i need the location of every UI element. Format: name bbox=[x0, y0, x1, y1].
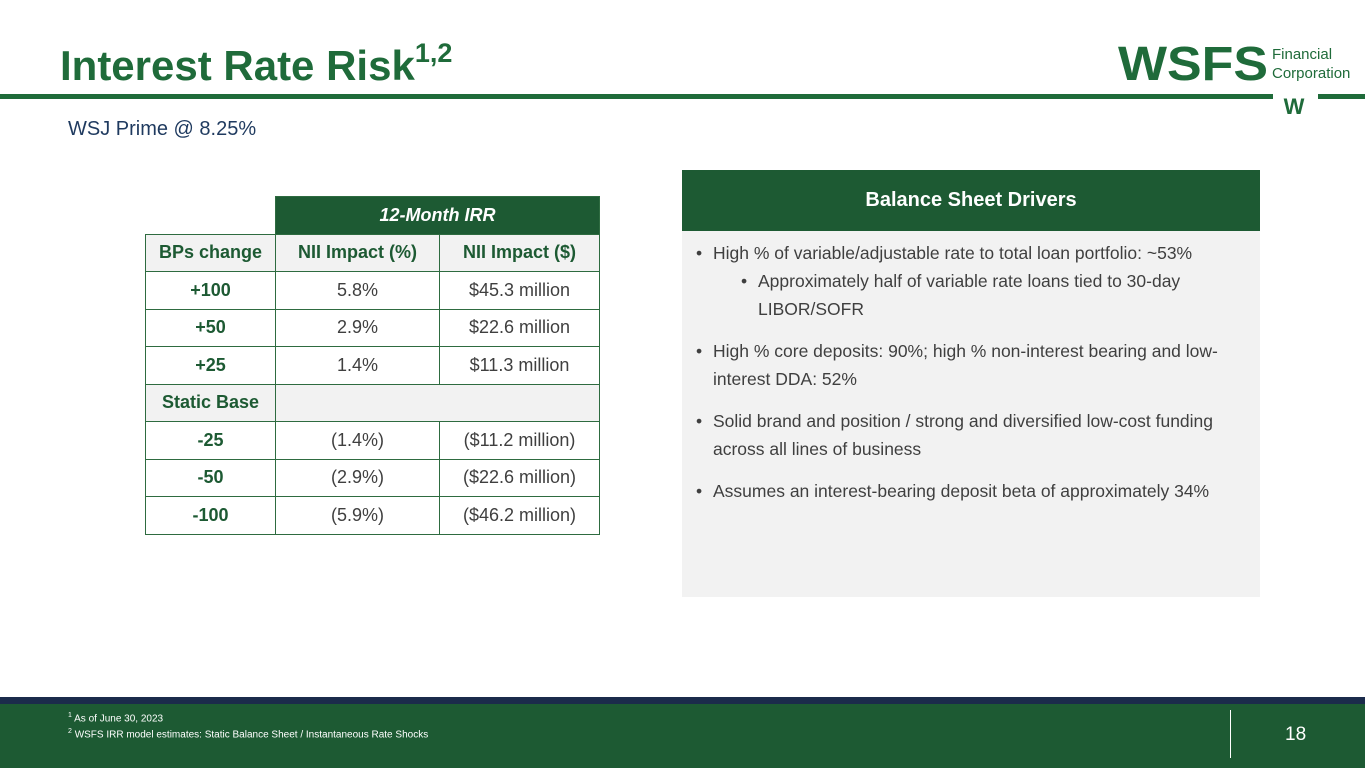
column-header: NII Impact (%) bbox=[275, 233, 440, 272]
footnote-text: As of June 30, 2023 bbox=[74, 713, 164, 725]
footnote-mark: 2 bbox=[68, 728, 72, 735]
logo-emblem-bg bbox=[1273, 94, 1318, 118]
logo-emblem: W bbox=[1284, 94, 1305, 118]
logo-mark: WSFS bbox=[1118, 40, 1268, 91]
empty-cell bbox=[275, 383, 600, 422]
page-number: 18 bbox=[1285, 724, 1307, 745]
table-cell: 1.4% bbox=[275, 346, 440, 385]
table-cell: 2.9% bbox=[275, 308, 440, 347]
bullet: High % core deposits: 90%; high % non-in… bbox=[696, 337, 1240, 393]
bullet: Solid brand and position / strong and di… bbox=[696, 407, 1240, 463]
bullet-text: Assumes an interest-bearing deposit beta… bbox=[713, 481, 1210, 501]
table-cell: $11.3 million bbox=[439, 346, 600, 385]
table-row: +25 1.4% $11.3 million bbox=[145, 346, 600, 385]
row-label: +25 bbox=[145, 346, 276, 385]
bullet: Assumes an interest-bearing deposit beta… bbox=[696, 477, 1240, 505]
row-label: -50 bbox=[145, 458, 276, 497]
table-row: Static Base bbox=[145, 383, 600, 422]
table-cell: 5.8% bbox=[275, 271, 440, 310]
row-label: -25 bbox=[145, 421, 276, 460]
title-text: Interest Rate Risk bbox=[60, 42, 415, 89]
table-cell: (1.4%) bbox=[275, 421, 440, 460]
bullet-text: Solid brand and position / strong and di… bbox=[713, 411, 1214, 459]
footnote-mark: 1 bbox=[68, 712, 72, 719]
table-body: +100 5.8% $45.3 million +50 2.9% $22.6 millio… bbox=[145, 271, 600, 535]
table-cell: (5.9%) bbox=[275, 496, 440, 535]
table-row: -50 (2.9%) ($22.6 million) bbox=[145, 458, 600, 497]
logo: WSFS Financial Corporation W bbox=[1118, 40, 1350, 118]
subtitle: WSJ Prime @ 8.25% bbox=[68, 118, 257, 140]
table-row: +100 5.8% $45.3 million bbox=[145, 271, 600, 310]
footnote-text: WSFS IRR model estimates: Static Balance… bbox=[74, 729, 429, 741]
logo-line: Financial bbox=[1272, 46, 1332, 63]
sub-list: Approximately half of variable rate loan… bbox=[713, 267, 1240, 323]
column-header: BPs change bbox=[145, 233, 276, 272]
footer-band bbox=[0, 697, 1365, 704]
table-cell: ($11.2 million) bbox=[439, 421, 600, 460]
table-row: -25 (1.4%) ($11.2 million) bbox=[145, 421, 600, 460]
bullet-list: High % of variable/adjustable rate to to… bbox=[682, 231, 1260, 505]
row-label: -100 bbox=[145, 496, 276, 535]
bullet-text: High % core deposits: 90%; high % non-in… bbox=[713, 341, 1218, 389]
footnote: 2 WSFS IRR model estimates: Static Balan… bbox=[68, 728, 428, 740]
drivers-title: Balance Sheet Drivers bbox=[682, 170, 1260, 231]
footnote: 1 As of June 30, 2023 bbox=[68, 712, 163, 724]
title: Interest Rate Risk1,2 bbox=[60, 38, 452, 90]
logo-line: Corporation bbox=[1272, 65, 1350, 82]
table-row: BPs change NII Impact (%) NII Impact ($) bbox=[145, 233, 600, 272]
footer-divider bbox=[1230, 710, 1231, 758]
column-header: NII Impact ($) bbox=[439, 233, 600, 272]
table-row: +50 2.9% $22.6 million bbox=[145, 308, 600, 347]
footer bbox=[0, 704, 1365, 768]
table-row: -100 (5.9%) ($46.2 million) bbox=[145, 496, 600, 535]
table-cell: $45.3 million bbox=[439, 271, 600, 310]
empty-cell bbox=[146, 197, 276, 235]
row-label: +50 bbox=[145, 308, 276, 347]
table-cell: $22.6 million bbox=[439, 308, 600, 347]
bullet: High % of variable/adjustable rate to to… bbox=[696, 239, 1240, 323]
row-label: Static Base bbox=[145, 383, 276, 422]
title-rule bbox=[0, 94, 1365, 99]
table-cell: (2.9%) bbox=[275, 458, 440, 497]
group-header: 12-Month IRR bbox=[275, 196, 600, 235]
bullet-text: High % of variable/adjustable rate to to… bbox=[713, 243, 1193, 263]
sub-bullet: Approximately half of variable rate loan… bbox=[741, 267, 1240, 323]
table-cell: ($46.2 million) bbox=[439, 496, 600, 535]
table-row: 12-Month IRR bbox=[146, 196, 600, 235]
row-label: +100 bbox=[145, 271, 276, 310]
table-cell: ($22.6 million) bbox=[439, 458, 600, 497]
title-superscript: 1,2 bbox=[414, 38, 453, 68]
drivers-box: Balance Sheet Drivers High % of variable… bbox=[682, 170, 1260, 597]
irr-table: 12-Month IRR BPs change NII Impact (%) N… bbox=[145, 196, 600, 535]
